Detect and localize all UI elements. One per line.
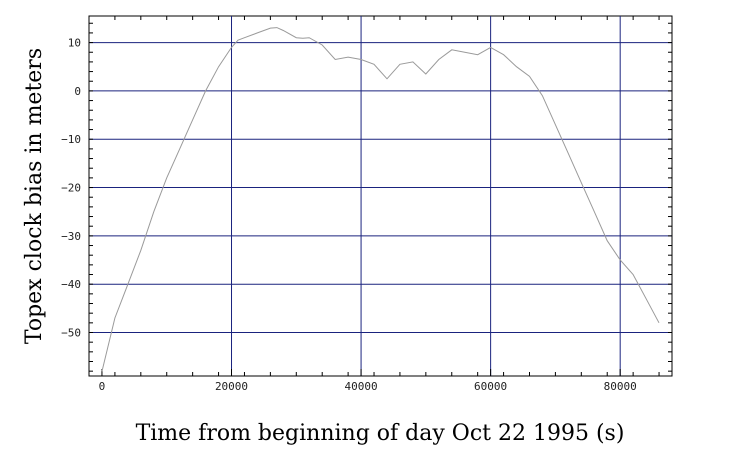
y-tick-label: 0 xyxy=(74,85,81,98)
x-tick-labels: 0 20000 40000 60000 80000 xyxy=(99,380,637,393)
y-tick-label: −40 xyxy=(61,278,81,291)
plot-area xyxy=(88,15,673,377)
y-tick-label: −10 xyxy=(61,133,81,146)
x-tick-label: 80000 xyxy=(604,380,637,393)
y-tick-label: 10 xyxy=(68,37,81,50)
y-axis-label: Topex clock bias in meters xyxy=(22,48,47,344)
x-tick-label: 20000 xyxy=(215,380,248,393)
x-axis-label: Time from beginning of day Oct 22 1995 (… xyxy=(136,421,625,446)
y-tick-label: −30 xyxy=(61,230,81,243)
x-tick-label: 0 xyxy=(99,380,106,393)
series-group xyxy=(101,27,660,372)
y-tick-label: −50 xyxy=(61,327,81,340)
y-tick-labels: 10 0 −10 −20 −30 −40 −50 xyxy=(61,37,81,340)
y-tick-label: −20 xyxy=(61,182,81,195)
x-tick-label: 40000 xyxy=(345,380,378,393)
grid xyxy=(89,16,672,376)
x-tick-label: 60000 xyxy=(474,380,507,393)
series-line xyxy=(101,27,660,372)
minor-ticks xyxy=(88,16,672,376)
